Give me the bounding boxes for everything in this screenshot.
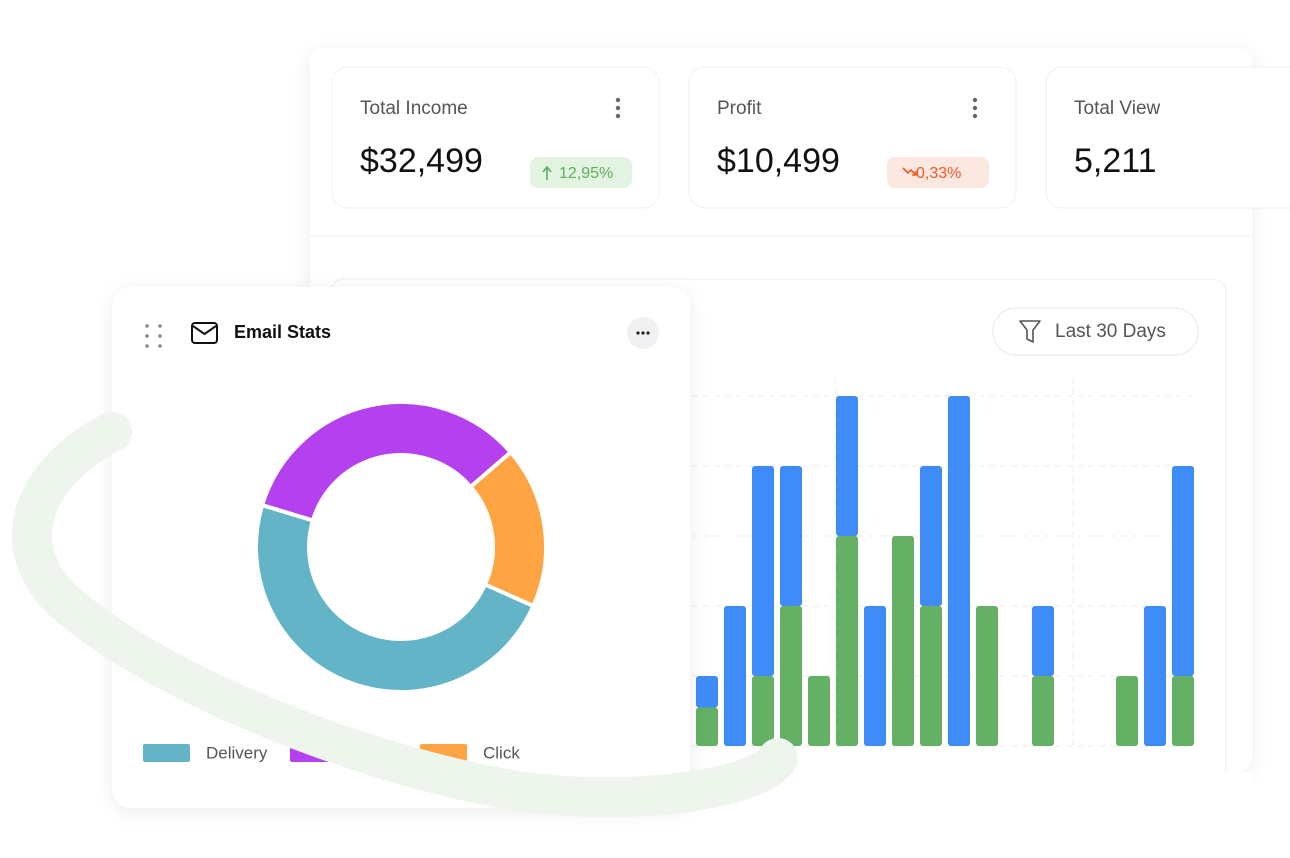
legend-label: Delivery	[206, 743, 268, 762]
bar-segment	[780, 606, 802, 746]
widget-title: Email Stats	[234, 322, 331, 342]
bar-segment	[836, 536, 858, 746]
change-badge	[530, 157, 632, 188]
bar-segment	[836, 396, 858, 536]
bar-segment	[752, 676, 774, 746]
filter-button[interactable]	[992, 307, 1199, 356]
menu-icon[interactable]	[615, 97, 621, 119]
trend-icon	[542, 165, 552, 180]
donut-slice	[467, 449, 548, 609]
bar-segment	[948, 396, 970, 746]
menu-icon[interactable]	[972, 97, 978, 119]
menu-dot	[972, 105, 978, 111]
donut-slice	[254, 502, 537, 694]
trend-icon	[902, 167, 917, 176]
bar-segment	[696, 707, 718, 746]
stat-card	[1045, 66, 1290, 209]
legend-label: Click	[483, 743, 520, 762]
menu-dot	[615, 97, 621, 103]
stat-value: 5,211	[1074, 142, 1157, 180]
bar-segment	[920, 606, 942, 746]
bar-segment	[1144, 606, 1166, 746]
stat-title: Total Income	[360, 98, 468, 119]
menu-dot	[972, 113, 978, 119]
stat-title: Total View	[1074, 98, 1161, 119]
change-badge	[887, 157, 989, 188]
menu-dot	[972, 97, 978, 103]
change-label: 12,95%	[559, 165, 613, 182]
bar-segment	[1032, 676, 1054, 746]
bar-segment	[808, 676, 830, 746]
bar-segment	[724, 606, 746, 746]
menu-dot	[615, 105, 621, 111]
stat-value: $10,499	[717, 142, 840, 180]
email-widget	[112, 287, 690, 808]
filter-label: Last 30 Days	[1055, 321, 1166, 342]
stat-title: Profit	[717, 98, 762, 119]
bar-segment	[780, 466, 802, 606]
bar-segment	[1172, 676, 1194, 746]
bar-segment	[864, 606, 886, 746]
bar-segment	[752, 466, 774, 676]
donut-slice	[259, 400, 514, 523]
filter-icon	[1019, 320, 1041, 343]
bar-segment	[892, 536, 914, 746]
change-label: 0,33%	[916, 165, 961, 182]
menu-dot	[615, 113, 621, 119]
stat-value: $32,499	[360, 142, 483, 180]
bar-segment	[920, 466, 942, 606]
bar-segment	[1172, 466, 1194, 676]
bar-segment	[1032, 606, 1054, 676]
more-icon	[636, 331, 650, 335]
drag-handle[interactable]	[145, 324, 162, 348]
bar-segment	[976, 606, 998, 746]
bar-chart	[340, 378, 1197, 747]
bar-segment	[1116, 676, 1138, 746]
stat-cards: Total Income $32,499 12,95% Profit $10,499 0,…	[331, 66, 1290, 209]
legend-swatch	[143, 744, 190, 762]
mail-icon	[191, 322, 218, 344]
bar-segment	[696, 676, 718, 708]
decor-swoosh	[11, 412, 798, 818]
